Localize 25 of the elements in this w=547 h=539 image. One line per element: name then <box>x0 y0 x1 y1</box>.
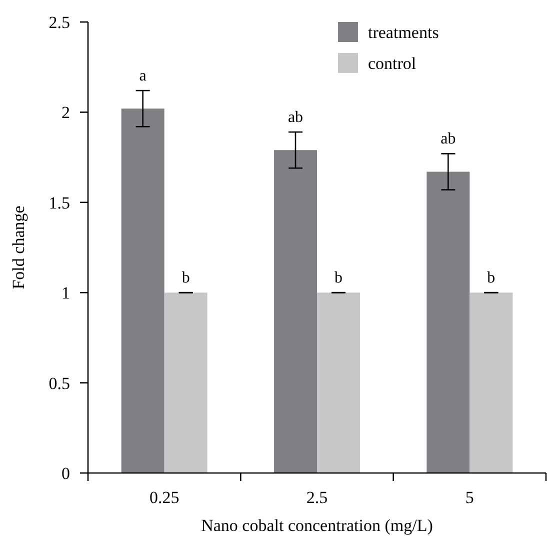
bar <box>317 292 360 473</box>
y-tick-label: 1 <box>62 284 70 303</box>
bar <box>274 150 317 473</box>
data-label: a <box>139 68 146 85</box>
x-tick-label: 5 <box>465 488 474 507</box>
data-label: b <box>334 270 342 287</box>
y-tick-label: 2 <box>62 103 70 122</box>
bar <box>426 172 470 473</box>
legend-label: control <box>368 54 416 73</box>
bar <box>470 292 513 473</box>
legend-label: treatments <box>368 22 439 42</box>
data-label: b <box>487 270 496 287</box>
data-label: b <box>182 270 190 287</box>
bar <box>164 292 208 473</box>
x-tick-label: 2.5 <box>306 488 328 507</box>
bar <box>121 108 164 473</box>
data-label: ab <box>440 130 456 148</box>
x-tick-label: 0.25 <box>149 488 180 507</box>
y-axis-title: Fold change <box>9 206 28 290</box>
y-tick-label: 2.5 <box>48 12 70 32</box>
x-axis-title: Nano cobalt concentration (mg/L) <box>201 516 433 535</box>
y-tick-label: 0 <box>62 464 70 483</box>
data-label: ab <box>288 109 304 126</box>
y-tick-label: 0.5 <box>48 374 70 393</box>
y-tick-label: 1.5 <box>48 193 70 212</box>
